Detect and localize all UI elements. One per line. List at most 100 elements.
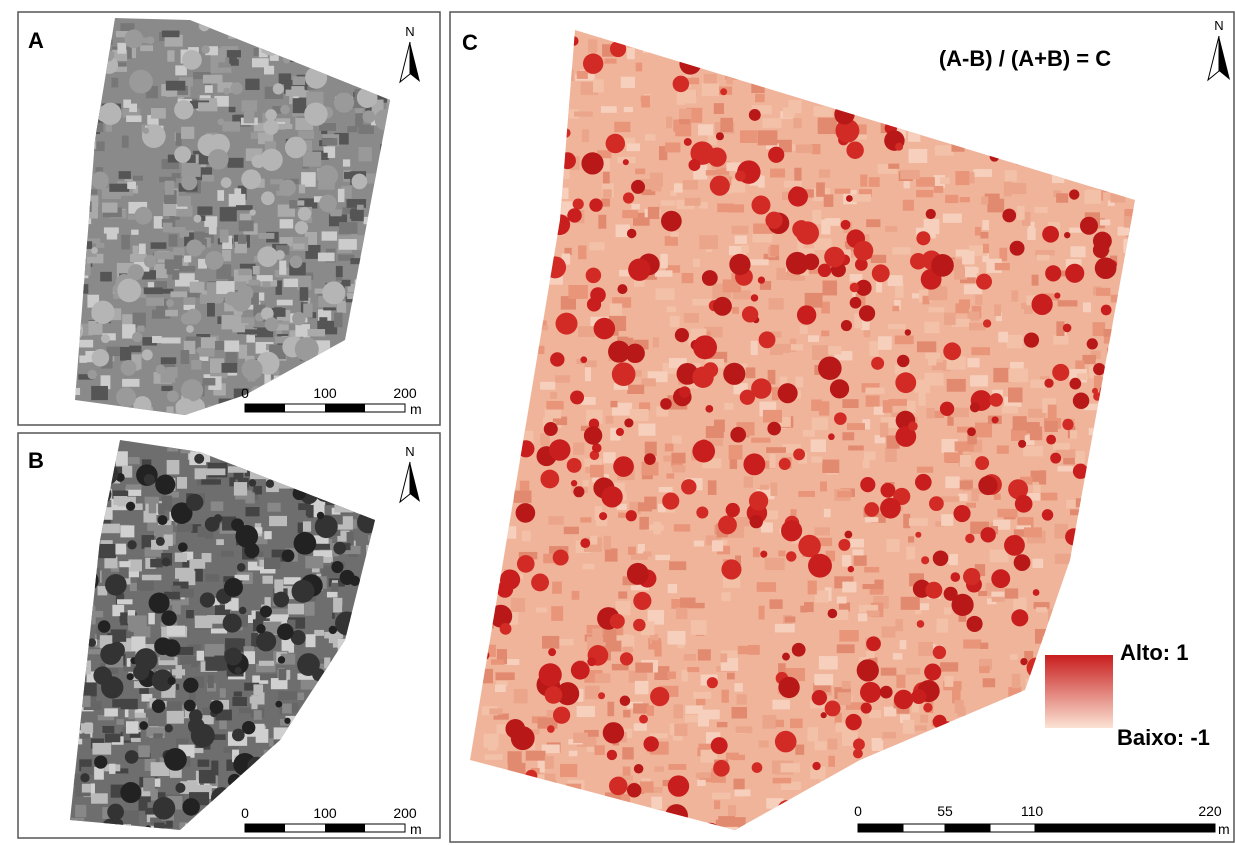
- texture: [353, 379, 369, 389]
- texture: [515, 268, 521, 279]
- texture: [355, 750, 372, 761]
- texture: [793, 448, 805, 460]
- texture: [553, 549, 569, 565]
- scale-bar: 0 55 110 220 m: [854, 803, 1230, 837]
- texture: [205, 251, 224, 270]
- texture: [121, 810, 138, 825]
- texture: [359, 331, 377, 341]
- texture: [177, 477, 187, 489]
- texture: [603, 452, 616, 463]
- texture: [1097, 74, 1111, 88]
- texture: [94, 473, 109, 488]
- texture: [314, 448, 325, 456]
- texture: [960, 126, 970, 135]
- texture: [87, 16, 105, 30]
- texture: [925, 582, 942, 599]
- texture: [940, 402, 954, 416]
- texture: [181, 379, 203, 401]
- texture: [488, 742, 497, 751]
- texture: [238, 235, 246, 244]
- texture: [496, 280, 516, 286]
- texture: [804, 602, 814, 612]
- texture: [264, 66, 274, 75]
- texture: [527, 177, 545, 190]
- texture: [880, 77, 895, 87]
- texture: [245, 329, 263, 334]
- texture: [605, 548, 618, 561]
- texture: [512, 81, 524, 92]
- texture: [83, 46, 91, 54]
- texture: [476, 196, 488, 201]
- texture: [973, 169, 992, 177]
- texture: [962, 251, 975, 264]
- texture: [665, 236, 678, 246]
- texture: [167, 50, 174, 61]
- texture: [732, 707, 748, 719]
- texture: [303, 152, 321, 167]
- texture: [91, 484, 111, 504]
- texture: [333, 598, 342, 613]
- texture: [798, 535, 821, 558]
- texture: [723, 827, 738, 835]
- texture: [221, 177, 232, 188]
- texture: [823, 281, 838, 296]
- texture: [549, 31, 558, 46]
- texture: [952, 796, 958, 806]
- texture: [253, 266, 260, 275]
- texture: [755, 78, 764, 83]
- texture: [816, 63, 828, 73]
- texture: [1112, 752, 1124, 759]
- texture: [719, 63, 738, 73]
- texture: [281, 464, 296, 473]
- texture: [337, 813, 351, 821]
- texture: [126, 484, 141, 489]
- texture: [181, 313, 193, 325]
- texture: [882, 732, 896, 738]
- texture: [955, 92, 968, 105]
- texture: [116, 719, 123, 725]
- texture: [139, 797, 148, 811]
- texture: [550, 352, 564, 366]
- texture: [825, 76, 833, 86]
- texture: [304, 102, 327, 125]
- texture: [366, 27, 378, 39]
- texture: [481, 168, 495, 181]
- texture: [860, 682, 881, 703]
- texture: [778, 677, 799, 698]
- texture: [468, 662, 484, 678]
- texture: [180, 589, 194, 598]
- texture: [752, 34, 762, 48]
- texture: [864, 451, 876, 460]
- texture: [944, 676, 953, 687]
- texture: [500, 135, 509, 144]
- texture: [1016, 158, 1034, 165]
- texture: [504, 86, 518, 101]
- texture: [551, 606, 563, 621]
- texture: [291, 466, 306, 478]
- texture: [908, 421, 918, 431]
- texture: [280, 219, 294, 228]
- texture: [222, 121, 240, 131]
- texture: [963, 568, 980, 585]
- texture: [670, 232, 678, 237]
- texture: [484, 293, 502, 311]
- texture: [736, 517, 749, 526]
- texture: [893, 653, 902, 659]
- texture: [1118, 227, 1130, 236]
- texture: [571, 480, 577, 486]
- texture: [685, 715, 700, 722]
- texture: [473, 356, 488, 371]
- texture: [1113, 788, 1125, 801]
- texture: [133, 246, 139, 254]
- texture: [685, 198, 701, 206]
- texture: [494, 487, 510, 495]
- texture: [333, 777, 346, 790]
- texture: [297, 481, 312, 486]
- texture: [478, 162, 493, 175]
- texture: [710, 176, 730, 196]
- texture: [175, 783, 185, 793]
- texture: [1035, 629, 1054, 644]
- texture: [1034, 207, 1047, 213]
- texture: [374, 310, 384, 320]
- texture: [959, 801, 969, 812]
